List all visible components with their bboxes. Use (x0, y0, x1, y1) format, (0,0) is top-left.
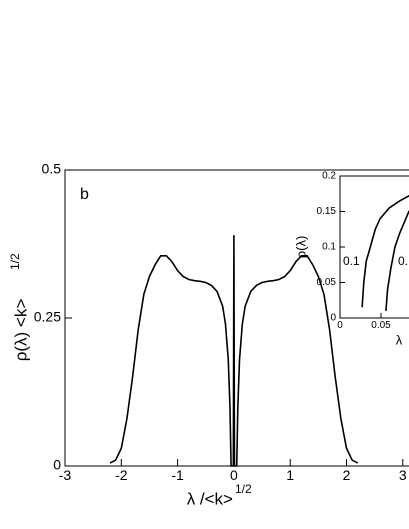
x-axis-label-sup: 1/2 (235, 482, 252, 496)
x-tick-label: -3 (59, 467, 72, 483)
y-tick-label: 0 (330, 313, 336, 324)
inset: 0 0.05 0 0.05 0.1 0.15 0.2 ρ(λ) λ 0.1 0. (293, 171, 409, 347)
data-line (361, 195, 409, 308)
x-tick-label: -1 (171, 467, 184, 483)
y-tick-label: 0.5 (42, 161, 62, 177)
legend-label: 0. (398, 254, 408, 268)
x-tick-label: 2 (343, 467, 351, 483)
x-tick-label: 0 (337, 320, 343, 331)
y-tick-label: 0.1 (322, 242, 336, 253)
plot-frame (339, 175, 409, 319)
y-tick-label: 0 (53, 457, 61, 473)
y-tick-label: 0.2 (322, 171, 336, 182)
x-axis-label: λ /<k> (187, 489, 233, 508)
x-tick-label: -2 (115, 467, 128, 483)
y-tick-label: 0.15 (317, 206, 337, 217)
x-tick-label: 0 (230, 467, 238, 483)
y-tick-label: 0.05 (317, 277, 337, 288)
x-tick-label: 0.05 (371, 320, 391, 331)
x-tick-label: 1 (286, 467, 294, 483)
legend-label: 0.1 (343, 254, 360, 268)
y-axis-label: ρ(λ) (293, 236, 308, 259)
x-tick-label: 3 (399, 467, 407, 483)
y-axis-label: ρ(λ) <k> (11, 299, 30, 362)
x-axis-label: λ (396, 332, 403, 347)
data-line (109, 235, 359, 467)
y-axis-label-sup: 1/2 (8, 253, 22, 270)
panel-label: b (80, 186, 89, 203)
y-tick-label: 0.25 (34, 309, 61, 325)
